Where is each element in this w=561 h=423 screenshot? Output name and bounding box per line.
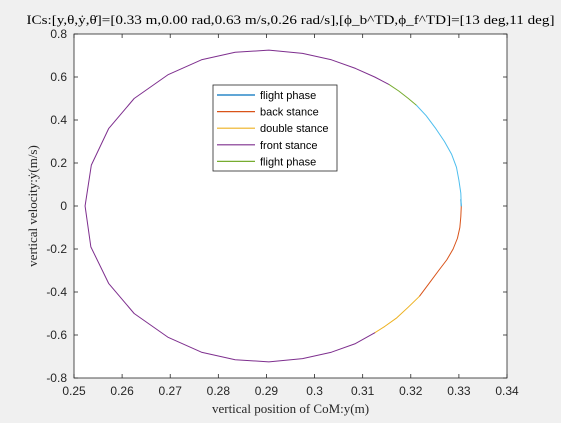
legend-entry-label: double stance [260, 123, 329, 135]
x-axis-label: vertical position of CoM:y(m) [212, 401, 369, 416]
y-tick-label: 0.4 [50, 113, 67, 127]
x-tick-label: 0.27 [159, 384, 183, 398]
series-line-2 [374, 295, 420, 334]
chart-title: ICs:[y,θ,ẏ,θ̇]=[0.33 m,0.00 rad,0.63 m/s… [27, 12, 555, 27]
y-tick-label: 0 [60, 199, 67, 213]
legend-entry-label: back stance [260, 107, 319, 119]
y-tick-label: -0.4 [46, 285, 67, 299]
x-tick-label: 0.25 [62, 384, 86, 398]
y-tick-label: 0.2 [50, 156, 67, 170]
x-tick-label: 0.26 [110, 384, 134, 398]
y-tick-label: -0.8 [46, 371, 67, 385]
x-tick-label: 0.33 [447, 384, 471, 398]
x-tick-label: 0.28 [207, 384, 231, 398]
legend-entry-label: flight phase [260, 156, 316, 168]
legend-entry-label: front stance [260, 140, 317, 152]
legend: flight phase back stance double stance fron… [212, 84, 338, 172]
series-line-1 [418, 205, 462, 297]
y-axis-label-text: vertical velocity:ẏ(m/s) [25, 145, 40, 267]
y-axis-label: vertical velocity:ẏ(m/s) [25, 145, 40, 267]
series-line-4 [388, 84, 418, 106]
x-axis-label-text: vertical position of CoM:y(m) [212, 401, 369, 416]
x-tick-label: 0.31 [351, 384, 375, 398]
x-axis: 0.25 0.26 0.27 0.28 0.29 0.3 0.31 0.32 0.33 0.34 [62, 34, 519, 398]
series-line-5 [416, 104, 462, 207]
y-tick-label: 0.8 [50, 27, 67, 41]
series-layer [84, 49, 462, 363]
y-tick-label: 0.6 [50, 70, 67, 84]
legend-entry-label: flight phase [260, 90, 316, 102]
chart-title-text: ICs:[y,θ,ẏ,θ̇]=[0.33 m,0.00 rad,0.63 m/s… [27, 12, 555, 27]
x-tick-label: 0.32 [399, 384, 423, 398]
y-tick-label: -0.6 [46, 328, 67, 342]
x-tick-label: 0.29 [255, 384, 279, 398]
x-tick-label: 0.3 [306, 384, 323, 398]
y-tick-label: -0.2 [46, 242, 67, 256]
x-tick-label: 0.34 [495, 384, 519, 398]
series-line-3 [84, 49, 390, 363]
y-axis: -0.8 -0.6 -0.4 -0.2 0 0.2 0.4 0.6 0.8 [46, 27, 507, 385]
